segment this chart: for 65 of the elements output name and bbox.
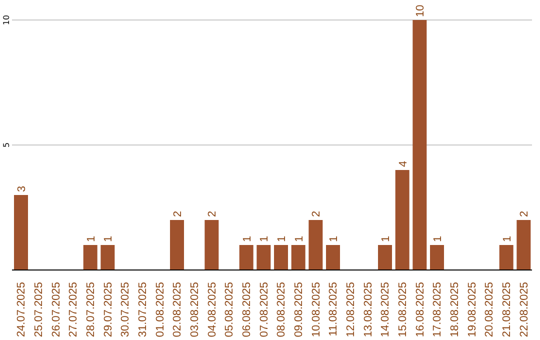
x-tick-label: 03.08.2025: [189, 282, 201, 338]
x-tick-label: 07.08.2025: [258, 282, 270, 338]
bar: [499, 245, 514, 270]
x-tick-label: 25.07.2025: [33, 282, 45, 338]
data-label: 1: [293, 236, 306, 242]
data-label: 1: [380, 236, 392, 242]
x-tick-label: 17.08.2025: [432, 282, 444, 338]
bar: [430, 245, 444, 270]
bar: [83, 245, 98, 270]
bar: [274, 245, 288, 270]
bar: [239, 245, 254, 270]
data-label: 1: [241, 236, 254, 242]
x-tick-label: 11.08.2025: [328, 282, 340, 336]
x-tick-label: 02.08.2025: [172, 282, 184, 338]
data-label: 2: [206, 210, 219, 217]
bar: [100, 245, 115, 270]
y-tick-label: 5: [2, 142, 11, 148]
data-label: 1: [258, 236, 271, 242]
data-label: 1: [85, 236, 98, 242]
x-tick-label: 16.08.2025: [414, 282, 426, 338]
x-tick-label: 22.08.2025: [518, 282, 530, 338]
bar: [256, 245, 271, 270]
x-tick-label: 13.08.2025: [362, 282, 374, 338]
x-tick-label: 05.08.2025: [224, 282, 236, 338]
data-label: 2: [518, 210, 531, 217]
data-label: 4: [397, 160, 410, 167]
bar: [395, 170, 410, 270]
data-label: 2: [172, 210, 184, 217]
data-label: 1: [328, 236, 340, 242]
data-label: 10: [414, 4, 427, 17]
bar: [412, 20, 427, 270]
x-tick-label: 27.07.2025: [68, 282, 80, 338]
x-tick-label: 26.07.2025: [50, 282, 62, 338]
x-tick-label: 01.08.2025: [154, 282, 166, 338]
x-tick-label: 30.07.2025: [120, 282, 132, 338]
bar: [378, 245, 392, 270]
x-tick-label: 10.08.2025: [310, 282, 322, 338]
data-label: 1: [501, 236, 514, 242]
bar: [204, 220, 219, 270]
x-tick-label: 15.08.2025: [397, 282, 409, 338]
x-tick-label: 24.07.2025: [16, 282, 28, 338]
bar: [308, 220, 323, 270]
bar: [516, 220, 531, 270]
x-tick-label: 29.07.2025: [102, 282, 114, 338]
x-tick-label: 19.08.2025: [466, 282, 478, 338]
x-tick-label: 31.07.2025: [137, 282, 149, 338]
x-tick-label: 06.08.2025: [241, 282, 253, 338]
data-label: 1: [276, 236, 288, 242]
x-tick-label: 20.08.2025: [484, 282, 496, 338]
data-label: 1: [102, 236, 115, 242]
x-tick-label: 28.07.2025: [85, 282, 97, 338]
x-tick-label: 12.08.2025: [345, 282, 357, 338]
bar: [14, 195, 28, 270]
x-tick-label: 14.08.2025: [380, 282, 392, 338]
bar: [291, 245, 306, 270]
data-label: 3: [16, 186, 28, 192]
x-tick-label: 21.08.2025: [501, 282, 513, 338]
x-tick-label: 09.08.2025: [293, 282, 305, 338]
x-tick-label: 18.08.2025: [449, 282, 461, 338]
x-tick-label: 04.08.2025: [206, 282, 218, 338]
x-tick-label: 08.08.2025: [276, 282, 288, 338]
bar: [170, 220, 184, 270]
bar: [326, 245, 340, 270]
data-label: 2: [310, 210, 323, 217]
data-label: 1: [432, 236, 444, 242]
